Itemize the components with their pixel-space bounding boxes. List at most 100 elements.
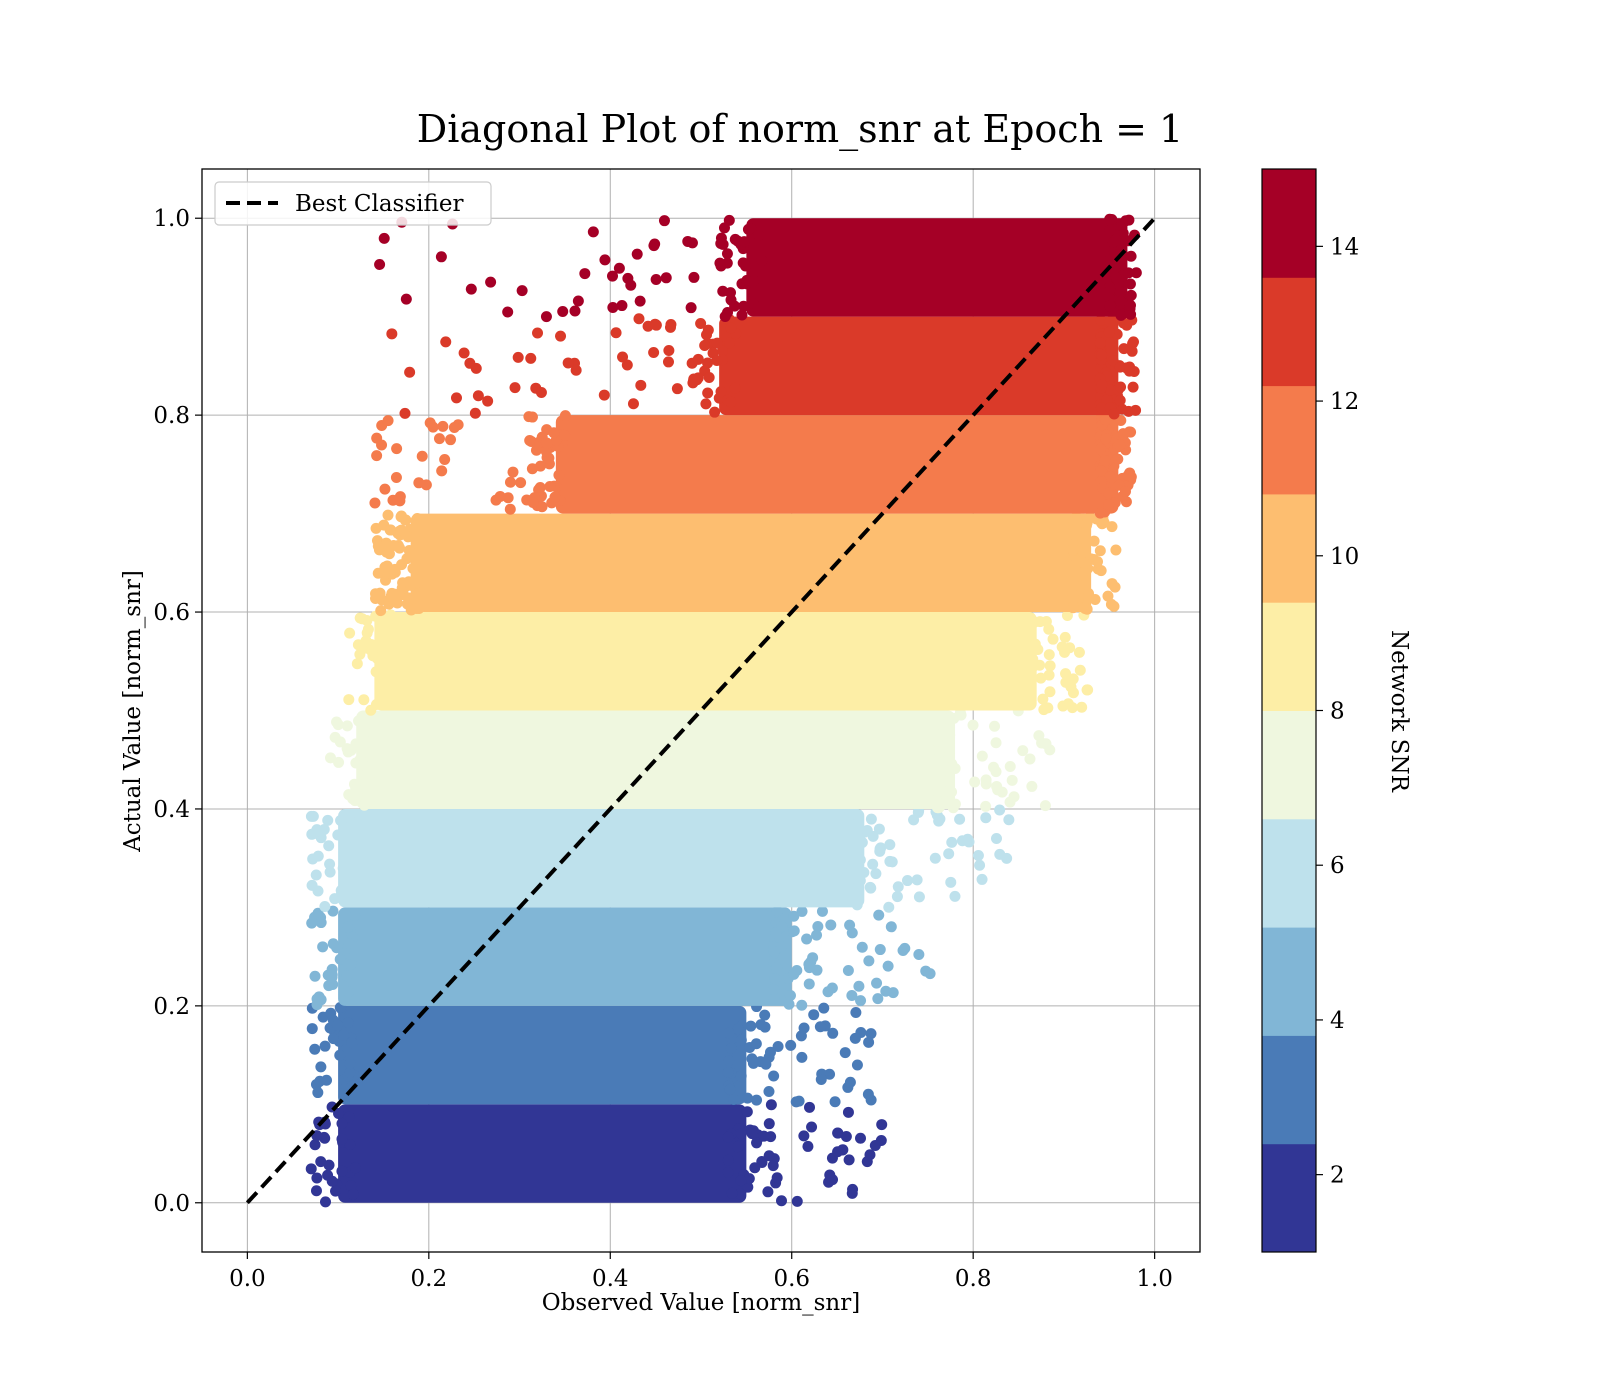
scatter-point — [768, 1070, 780, 1082]
scatter-point — [864, 1149, 876, 1161]
scatter-point — [349, 1162, 361, 1174]
scatter-point — [1043, 649, 1055, 661]
scatter-point — [382, 509, 394, 521]
scatter-point — [1108, 408, 1120, 420]
scatter-point — [327, 905, 339, 917]
scatter-point — [840, 814, 852, 826]
scatter-point — [413, 602, 425, 614]
scatter-point — [411, 513, 423, 525]
scatter-point — [435, 251, 447, 263]
scatter-point — [1040, 738, 1052, 750]
scatter-point — [323, 1159, 335, 1171]
scatter-point — [700, 398, 712, 410]
scatter-point — [686, 237, 698, 249]
scatter-point — [756, 254, 768, 266]
scatter-point — [788, 968, 800, 980]
chart-title: Diagonal Plot of norm_snr at Epoch = 1 — [417, 107, 1183, 152]
scatter-point — [867, 830, 879, 842]
scatter-point — [702, 387, 714, 399]
scatter-series-snr-7 — [324, 705, 1056, 814]
scatter-point — [808, 1009, 820, 1021]
scatter-point — [308, 828, 320, 840]
scatter-point — [1104, 292, 1116, 304]
scatter-point — [664, 321, 676, 333]
scatter-point — [1047, 633, 1059, 645]
scatter-point — [548, 427, 560, 439]
scatter-point — [798, 1022, 810, 1034]
scatter-point — [326, 971, 338, 983]
scatter-point — [1082, 684, 1094, 696]
scatter-point — [1003, 814, 1015, 826]
scatter-point — [1039, 800, 1051, 812]
scatter-point — [445, 434, 457, 446]
scatter-point — [357, 759, 369, 771]
scatter-point — [1125, 426, 1137, 438]
scatter-point — [772, 1041, 784, 1053]
scatter-point — [980, 774, 992, 786]
scatter-point — [1104, 300, 1116, 312]
scatter-point — [333, 756, 345, 768]
scatter-point — [439, 454, 451, 466]
scatter-point — [1100, 433, 1112, 445]
scatter-point — [788, 910, 800, 922]
scatter-point — [742, 1181, 754, 1193]
scatter-point — [699, 340, 711, 352]
scatter-point — [380, 651, 392, 663]
scatter-point — [312, 907, 324, 919]
scatter-point — [815, 1073, 827, 1085]
scatter-point — [846, 927, 858, 939]
scatter-point — [610, 327, 622, 339]
scatter-point — [1077, 580, 1089, 592]
scatter-point — [379, 565, 391, 577]
scatter-point — [989, 720, 1001, 732]
scatter-point — [395, 524, 407, 536]
scatter-point — [1017, 681, 1029, 693]
scatter-dense-region — [356, 710, 956, 809]
colorbar-band — [1262, 385, 1316, 495]
scatter-point — [369, 497, 381, 509]
scatter-point — [858, 866, 870, 878]
scatter-point — [1067, 543, 1079, 555]
scatter-point — [851, 808, 863, 820]
scatter-point — [980, 800, 992, 812]
scatter-point — [390, 472, 402, 484]
scatter-point — [1104, 316, 1116, 328]
scatter-point — [418, 551, 430, 563]
scatter-point — [770, 927, 782, 939]
scatter-point — [725, 1042, 737, 1054]
scatter-point — [743, 1173, 755, 1185]
scatter-point — [553, 469, 565, 481]
scatter-point — [743, 223, 755, 235]
scatter-point — [347, 791, 359, 803]
scatter-point — [344, 627, 356, 639]
scatter-point — [949, 798, 961, 810]
scatter-point — [943, 749, 955, 761]
scatter-point — [850, 1006, 862, 1018]
plot-area — [201, 168, 1201, 1253]
scatter-point — [824, 1068, 836, 1080]
scatter-point — [798, 1130, 810, 1142]
scatter-point — [1100, 414, 1112, 426]
scatter-point — [851, 1059, 863, 1071]
scatter-point — [875, 842, 887, 854]
scatter-point — [980, 812, 992, 824]
colorbar-tick-label: 4 — [1330, 1008, 1345, 1034]
scatter-point — [625, 279, 637, 291]
scatter-point — [722, 1131, 734, 1143]
scatter-point — [307, 853, 319, 865]
scatter-point — [363, 796, 375, 808]
scatter-point — [728, 1094, 740, 1106]
scatter-point — [512, 351, 524, 363]
scatter-point — [311, 993, 323, 1005]
scatter-point — [343, 938, 355, 950]
scatter-point — [365, 704, 377, 716]
scatter-point — [399, 407, 411, 419]
scatter-point — [901, 875, 913, 887]
scatter-point — [391, 597, 403, 609]
scatter-point — [327, 938, 339, 950]
scatter-point — [796, 1051, 808, 1063]
scatter-point — [864, 881, 876, 893]
colorbar-band — [1262, 169, 1316, 278]
scatter-point — [751, 1094, 763, 1106]
